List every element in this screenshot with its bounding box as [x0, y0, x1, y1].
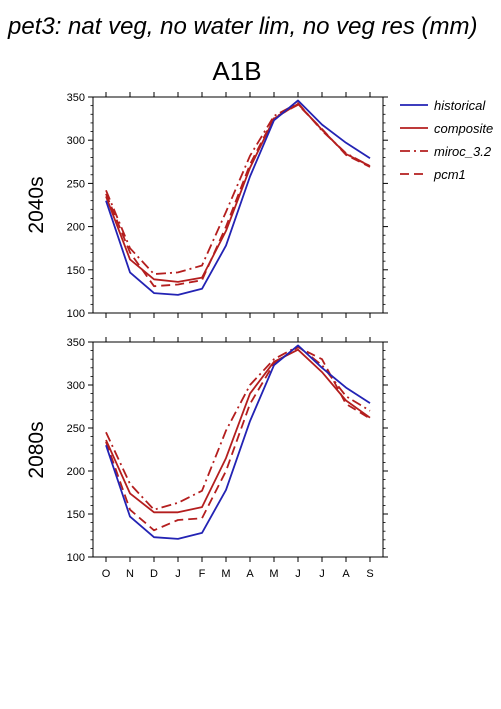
- y-tick-label: 300: [67, 380, 85, 392]
- series-line-composite: [105, 348, 371, 514]
- y-tick-label: 100: [67, 552, 85, 564]
- scenario-label: A1B: [212, 56, 261, 86]
- legend-label-historical: historical: [434, 98, 486, 113]
- y-tick-label: 350: [67, 337, 85, 349]
- panel-2040s: 100 150 200 250 300 350 2040s: [25, 92, 388, 320]
- series-line-pcm1: [105, 346, 371, 532]
- series-line-miroc-3-2: [105, 345, 371, 511]
- series-line-historical: [105, 344, 371, 540]
- y-tick-label: 250: [67, 423, 85, 435]
- x-tick-label: A: [246, 568, 254, 580]
- x-tick-label: J: [175, 568, 181, 580]
- y-tick-label: 150: [67, 265, 85, 277]
- panel-label-2080s: 2080s: [25, 421, 48, 478]
- plot-frame: [92, 96, 384, 314]
- plot-frame: [92, 341, 384, 558]
- x-tick-label: O: [102, 568, 111, 580]
- y-tick-label: 200: [67, 222, 85, 234]
- legend: historical composite miroc_3.2 pcm1: [400, 98, 493, 182]
- x-tick-label: S: [366, 568, 373, 580]
- figure-title: pet3: nat veg, no water lim, no veg res …: [7, 13, 478, 40]
- series-line-historical: [105, 99, 371, 296]
- x-tick-label: N: [126, 568, 134, 580]
- x-tick-label: J: [319, 568, 325, 580]
- panel-label-2040s: 2040s: [25, 176, 48, 233]
- x-tick-label: A: [342, 568, 350, 580]
- y-tick-label: 350: [67, 92, 85, 104]
- y-tick-label: 200: [67, 466, 85, 478]
- series-line-miroc-3-2: [105, 102, 371, 276]
- legend-label-pcm1: pcm1: [433, 167, 466, 182]
- legend-label-miroc-3-2: miroc_3.2: [434, 144, 492, 159]
- y-tick-label: 250: [67, 178, 85, 190]
- x-tick-label: M: [269, 568, 278, 580]
- x-tick-label: M: [221, 568, 230, 580]
- y-tick-label: 300: [67, 135, 85, 147]
- legend-label-composite: composite: [434, 121, 493, 136]
- x-tick-label: F: [199, 568, 206, 580]
- y-tick-label: 100: [67, 308, 85, 320]
- y-tick-label: 150: [67, 509, 85, 521]
- x-tick-label: J: [295, 568, 301, 580]
- series-line-pcm1: [105, 103, 371, 288]
- panel-2080s: 100 150 200 250 300 350 O N D J F M A M J J A S 2080s: [25, 337, 388, 580]
- x-tick-label: D: [150, 568, 158, 580]
